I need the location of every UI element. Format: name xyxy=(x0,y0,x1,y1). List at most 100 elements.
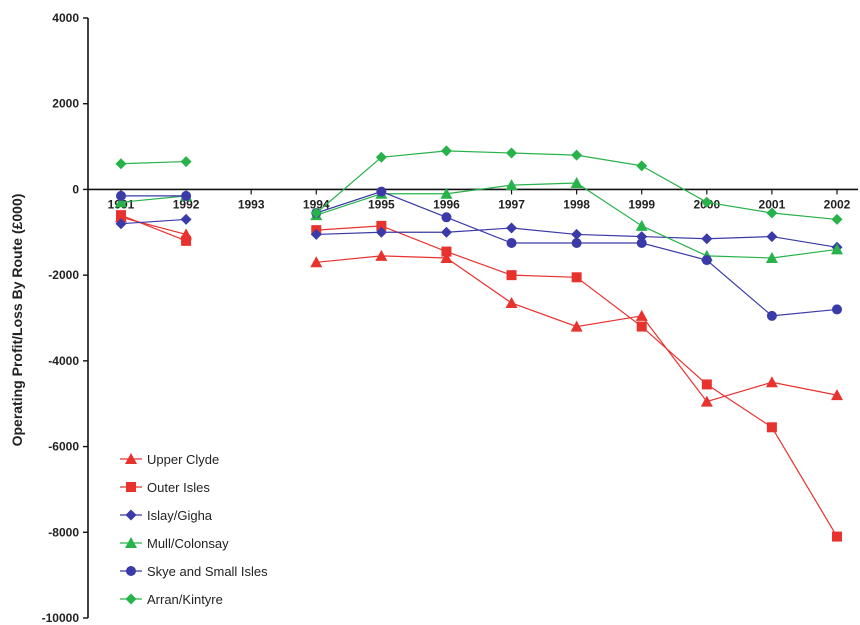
data-point xyxy=(310,207,322,219)
data-point xyxy=(116,210,126,221)
series-line xyxy=(120,218,187,225)
data-point xyxy=(310,256,323,268)
data-point xyxy=(701,196,713,208)
series-arran-kintyre xyxy=(115,145,843,225)
data-point xyxy=(765,376,778,388)
data-point xyxy=(440,187,453,199)
y-tick-label: 4000 xyxy=(52,11,79,25)
x-tick-label: 1995 xyxy=(368,197,395,211)
x-tick-label: 1992 xyxy=(173,197,200,211)
y-tick-label: -10000 xyxy=(42,611,80,625)
y-tick-label: 2000 xyxy=(52,97,79,111)
legend-item: Skye and Small Isles xyxy=(120,564,268,579)
legend-marker xyxy=(125,509,137,521)
legend-label: Outer Isles xyxy=(147,480,210,495)
series-line xyxy=(120,216,187,236)
x-tick-label: 1996 xyxy=(433,197,460,211)
data-point xyxy=(636,321,647,332)
data-point xyxy=(766,310,777,321)
data-point xyxy=(310,228,322,240)
x-tick-label: 1999 xyxy=(628,197,655,211)
data-point xyxy=(831,389,843,401)
legend-label: Upper Clyde xyxy=(147,452,219,467)
legend-item: Mull/Colonsay xyxy=(120,536,229,551)
data-point xyxy=(440,226,452,238)
data-point xyxy=(115,196,127,208)
data-point xyxy=(635,309,648,321)
data-point xyxy=(375,249,388,261)
data-point xyxy=(116,190,126,201)
legend-label: Mull/Colonsay xyxy=(147,536,229,551)
legend-item: Arran/Kintyre xyxy=(120,592,223,607)
data-point xyxy=(766,422,777,433)
data-point xyxy=(506,238,517,248)
data-point xyxy=(831,213,843,225)
data-point xyxy=(505,297,518,308)
x-tick-label: 2001 xyxy=(759,197,786,211)
series-outer-isles xyxy=(116,210,842,542)
legend-label: Skye and Small Isles xyxy=(147,564,268,579)
data-point xyxy=(700,395,713,407)
data-point xyxy=(571,149,583,161)
data-point xyxy=(180,156,192,168)
y-axis-title: Operating Profit/Loss By Route (£000) xyxy=(9,194,25,447)
data-point xyxy=(115,158,127,170)
x-tick-label: 1993 xyxy=(238,197,265,211)
legend-marker xyxy=(126,482,136,492)
data-point xyxy=(635,219,648,231)
legend-marker xyxy=(125,537,137,548)
data-point xyxy=(636,160,648,172)
data-point xyxy=(571,272,582,283)
series-line xyxy=(120,195,187,203)
series-upper-clyde xyxy=(115,211,843,407)
series-lines xyxy=(115,145,843,542)
data-point xyxy=(505,179,518,191)
x-tick-label: 2002 xyxy=(824,197,851,211)
x-tick-label: 1994 xyxy=(303,197,330,211)
y-tick-label: -4000 xyxy=(48,354,79,368)
legend-item: Upper Clyde xyxy=(120,452,219,467)
y-tick-label: -2000 xyxy=(48,268,79,282)
data-point xyxy=(376,220,387,231)
data-point xyxy=(440,145,452,157)
legend: Upper Clyde Outer Isles Islay/Gigha Mull/Co… xyxy=(120,452,268,607)
data-point xyxy=(832,304,842,315)
series-line xyxy=(120,214,187,242)
legend-marker xyxy=(125,593,137,605)
data-point xyxy=(570,320,583,332)
legend-label: Islay/Gigha xyxy=(147,508,213,523)
legend-marker xyxy=(126,566,136,576)
data-point xyxy=(701,233,713,245)
data-point xyxy=(701,379,712,390)
x-tick-label: 1998 xyxy=(563,197,590,211)
data-point xyxy=(701,255,712,266)
data-point xyxy=(766,207,778,219)
data-point xyxy=(766,231,778,243)
data-point xyxy=(441,246,452,257)
legend-marker xyxy=(125,453,137,464)
data-point xyxy=(115,218,127,230)
data-point xyxy=(765,252,778,263)
x-tick-label: 1997 xyxy=(498,197,525,211)
data-point xyxy=(831,243,843,255)
data-point xyxy=(376,186,387,197)
legend-item: Islay/Gigha xyxy=(120,508,213,523)
data-point xyxy=(440,252,453,263)
data-point xyxy=(832,531,842,542)
legend-item: Outer Isles xyxy=(120,480,210,495)
data-point xyxy=(441,212,452,223)
data-point xyxy=(636,238,647,248)
series-line xyxy=(120,160,187,165)
y-tick-label: -6000 xyxy=(48,440,79,454)
data-point xyxy=(571,228,583,240)
data-point xyxy=(181,190,192,201)
data-point xyxy=(571,238,582,248)
data-point xyxy=(506,270,517,281)
data-point xyxy=(375,151,387,163)
data-point xyxy=(180,213,192,225)
data-point xyxy=(506,222,518,234)
y-tick-label: 0 xyxy=(72,182,79,196)
y-tick-label: -8000 xyxy=(48,525,79,539)
data-point xyxy=(375,226,387,238)
